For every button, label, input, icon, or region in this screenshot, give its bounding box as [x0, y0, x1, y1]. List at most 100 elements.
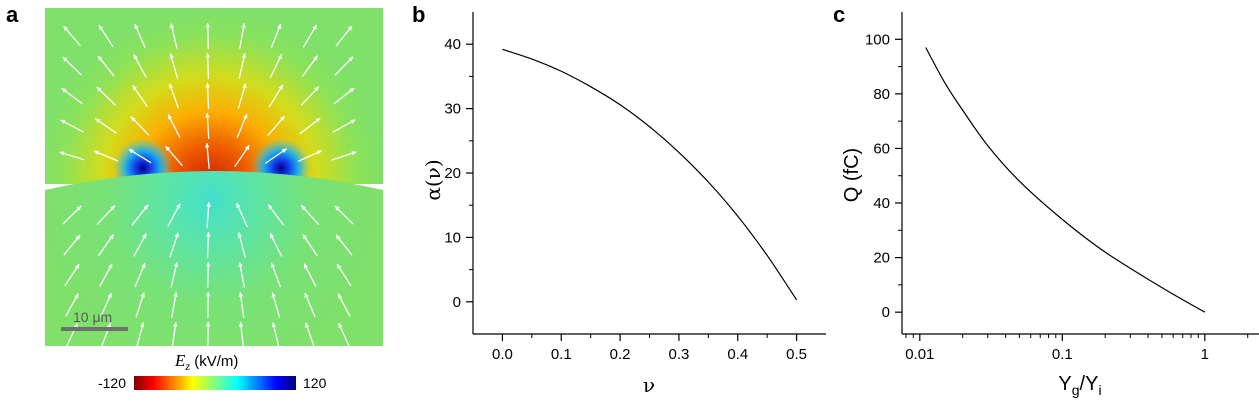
field-arrow — [134, 262, 146, 288]
field-arrow — [64, 263, 80, 287]
panel-c: c 0.01 0.1 1 0 20 40 60 80 100 Yg/Yi Q (fC) — [833, 2, 1259, 398]
field-arrow — [96, 86, 116, 106]
field-arrow — [337, 293, 351, 317]
field-arrow — [169, 232, 179, 258]
scale-bar: 10 μm — [61, 309, 128, 331]
scale-bar-label: 10 μm — [73, 309, 112, 325]
field-arrow — [238, 262, 246, 288]
field-arrow — [205, 22, 211, 50]
x-tick-label: 0.1 — [551, 346, 572, 363]
field-arrow — [171, 292, 178, 318]
field-arrow — [237, 232, 246, 258]
field-arrow — [304, 292, 316, 318]
field-arrow — [130, 116, 150, 136]
field-arrow — [301, 55, 319, 77]
field-arrow — [205, 52, 211, 80]
y-tick-label: 80 — [873, 86, 890, 103]
upper-electrode-field — [45, 8, 383, 184]
field-arrow — [93, 150, 119, 162]
field-arrow — [239, 23, 246, 49]
scale-bar-line — [61, 327, 128, 331]
y-tick-label: 40 — [444, 36, 461, 53]
field-arrow — [300, 204, 320, 226]
field-arrow — [61, 87, 83, 105]
field-arrow — [206, 201, 211, 229]
panel-b-curve — [502, 48, 798, 301]
field-arrow — [167, 203, 181, 227]
field-arrow — [331, 151, 357, 161]
field-arrow — [100, 292, 112, 318]
field-arrow — [267, 204, 285, 226]
field-arrow — [134, 23, 146, 49]
field-arrow — [270, 23, 282, 49]
field-arrow — [97, 233, 115, 257]
panel-c-x-label: Yg/Yi — [1058, 373, 1101, 398]
edge-hotspots — [113, 138, 311, 184]
colorbar-max-label: 120 — [303, 375, 327, 391]
field-arrow — [270, 262, 282, 288]
field-arrow — [205, 261, 211, 289]
right-edge-hotspot — [251, 138, 311, 184]
field-arrow — [335, 234, 353, 256]
field-arrow — [96, 205, 116, 225]
y-tick-label: 30 — [444, 101, 461, 118]
field-arrow — [171, 322, 178, 348]
field-arrow — [97, 55, 115, 77]
field-arrow — [271, 292, 281, 318]
field-arrow — [238, 53, 247, 79]
colorbar-gradient — [134, 376, 296, 390]
field-arrow — [333, 87, 355, 105]
x-tick-label: 0.4 — [727, 346, 748, 363]
field-arrow — [269, 233, 283, 257]
field-arrow — [302, 233, 318, 257]
y-tick-label: 100 — [865, 31, 890, 48]
panel-c-ticks: 0.01 0.1 1 0 20 40 60 80 100 — [865, 31, 1249, 363]
field-arrow — [205, 321, 211, 349]
field-arrow — [133, 233, 147, 257]
x-tick-label: 0.5 — [786, 346, 807, 363]
field-arrow — [267, 115, 285, 137]
field-arrow — [131, 204, 149, 226]
field-arrow — [206, 231, 211, 259]
field-arrow — [99, 263, 113, 287]
field-arrow — [136, 322, 145, 348]
panel-c-y-label: Q (fC) — [841, 148, 863, 202]
panel-c-curve — [925, 47, 1206, 313]
panel-a: a 10 μm Ez (kV/m) -120 120 — [6, 2, 383, 391]
y-tick-label: 40 — [873, 195, 890, 212]
colorbar: Ez (kV/m) -120 120 — [98, 351, 327, 391]
field-arrow — [165, 145, 183, 167]
field-arrow — [59, 151, 85, 161]
field-arrow — [205, 82, 210, 110]
field-arrow — [238, 292, 245, 318]
field-arrow — [170, 262, 179, 288]
field-arrow — [334, 205, 354, 225]
field-arrow — [98, 24, 114, 48]
field-arrow — [299, 117, 321, 135]
field-arrow — [204, 142, 210, 170]
field-arrow — [236, 202, 248, 228]
field-arrow — [135, 292, 145, 318]
x-tick-label: 0.3 — [668, 346, 689, 363]
y-tick-label: 0 — [882, 304, 890, 321]
colorbar-label: Ez (kV/m) — [174, 351, 238, 373]
x-tick-label: 0.1 — [1052, 346, 1073, 363]
field-arrow — [100, 322, 112, 348]
field-arrow — [271, 322, 280, 348]
field-arrow — [234, 144, 250, 168]
field-arrow — [238, 322, 245, 348]
panel-c-letter: c — [833, 2, 845, 27]
x-tick-label: 1 — [1201, 346, 1209, 363]
field-arrow — [168, 83, 180, 109]
field-arrow — [305, 322, 315, 348]
field-map — [45, 8, 383, 349]
field-arrow — [297, 150, 323, 162]
field-arrow — [334, 56, 354, 76]
y-tick-label: 10 — [444, 229, 461, 246]
field-arrow — [62, 205, 82, 225]
field-arrow — [302, 24, 318, 48]
field-arrow — [132, 84, 148, 108]
y-tick-label: 60 — [873, 140, 890, 157]
field-arrow — [338, 322, 350, 348]
